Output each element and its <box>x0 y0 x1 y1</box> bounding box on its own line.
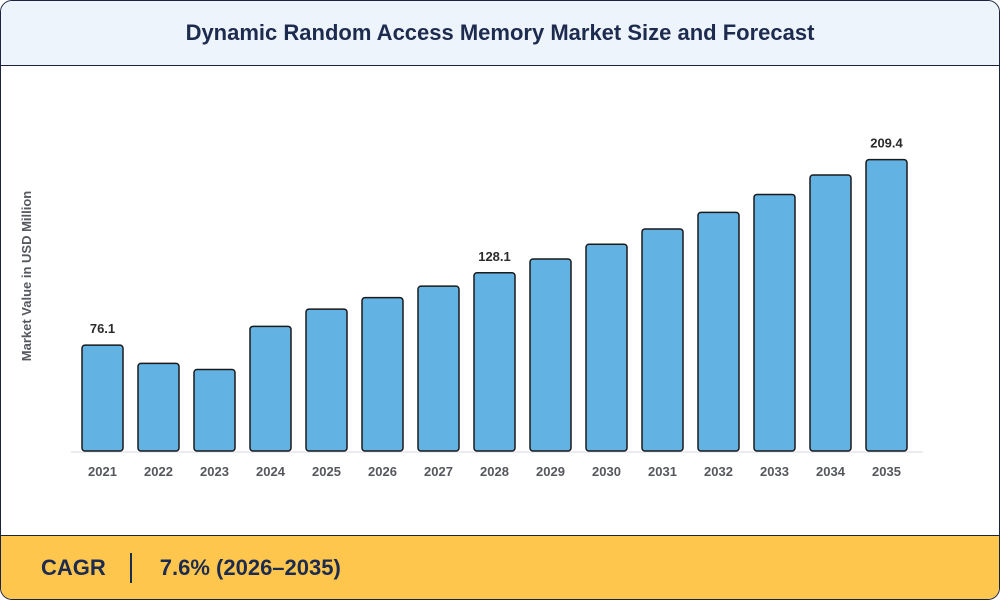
bar-2023 <box>193 368 236 452</box>
bar-2021 <box>81 344 124 452</box>
x-tick-label: 2022 <box>144 464 173 479</box>
cagr-divider <box>129 553 132 583</box>
x-tick-label: 2029 <box>536 464 565 479</box>
data-label-2028: 128.1 <box>478 249 511 264</box>
x-tick-label: 2021 <box>88 464 117 479</box>
data-label-2021: 76.1 <box>90 321 115 336</box>
chart-title: Dynamic Random Access Memory Market Size… <box>185 20 815 45</box>
data-label-2035: 209.4 <box>870 136 903 151</box>
x-tick-label: 2024 <box>256 464 286 479</box>
x-tick-label: 2034 <box>816 464 846 479</box>
bar-chart: Market Value in USD Million 2021 76.1 2022 2… <box>19 136 923 479</box>
bar-2026 <box>361 296 404 452</box>
bar-2025 <box>305 308 348 452</box>
x-tick-label: 2025 <box>312 464 341 479</box>
bar-2029 <box>529 258 572 452</box>
bar-2031 <box>641 228 684 452</box>
x-tick-label: 2026 <box>368 464 397 479</box>
x-tick-label: 2027 <box>424 464 453 479</box>
x-tick-label: 2033 <box>760 464 789 479</box>
bar-2022 <box>137 362 180 452</box>
cagr-footer: CAGR 7.6% (2026–2035) <box>1 535 999 599</box>
x-tick-label: 2032 <box>704 464 733 479</box>
bar-2032 <box>697 211 740 452</box>
bar-2034 <box>809 174 852 452</box>
cagr-label: CAGR <box>41 555 106 580</box>
x-tick-label: 2031 <box>648 464 677 479</box>
bar-2024 <box>249 325 292 452</box>
bar-2035 <box>865 158 908 452</box>
bar-2030 <box>585 243 628 452</box>
bar-2028 <box>473 272 516 452</box>
chart-header: Dynamic Random Access Memory Market Size… <box>1 1 999 66</box>
x-tick-label: 2028 <box>480 464 509 479</box>
bar-2027 <box>417 285 460 452</box>
chart-area: Market Value in USD Million 2021 76.1 2022 2… <box>1 66 999 535</box>
x-tick-label: 2023 <box>200 464 229 479</box>
x-tick-label: 2035 <box>872 464 901 479</box>
x-tick-label: 2030 <box>592 464 621 479</box>
cagr-value: 7.6% (2026–2035) <box>159 555 341 580</box>
bar-2033 <box>753 193 796 452</box>
y-axis-label: Market Value in USD Million <box>19 191 34 362</box>
